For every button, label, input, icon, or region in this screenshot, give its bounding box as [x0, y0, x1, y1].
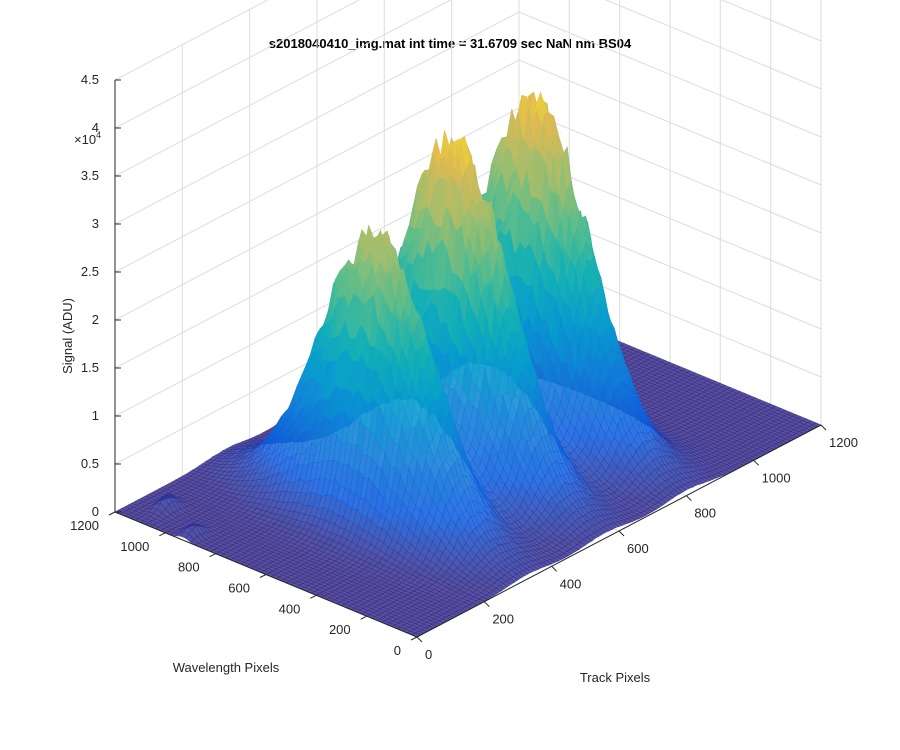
- grid-line: [114, 0, 822, 177]
- surface-mesh: [114, 91, 822, 638]
- grid-line: [114, 0, 269, 81]
- grid-line: [114, 11, 822, 225]
- surface-plot: [114, 91, 822, 638]
- grid-line: [114, 0, 822, 129]
- chart-title: s2018040410_img.mat int time = 31.6709 s…: [269, 36, 632, 51]
- grid-line: [114, 59, 822, 273]
